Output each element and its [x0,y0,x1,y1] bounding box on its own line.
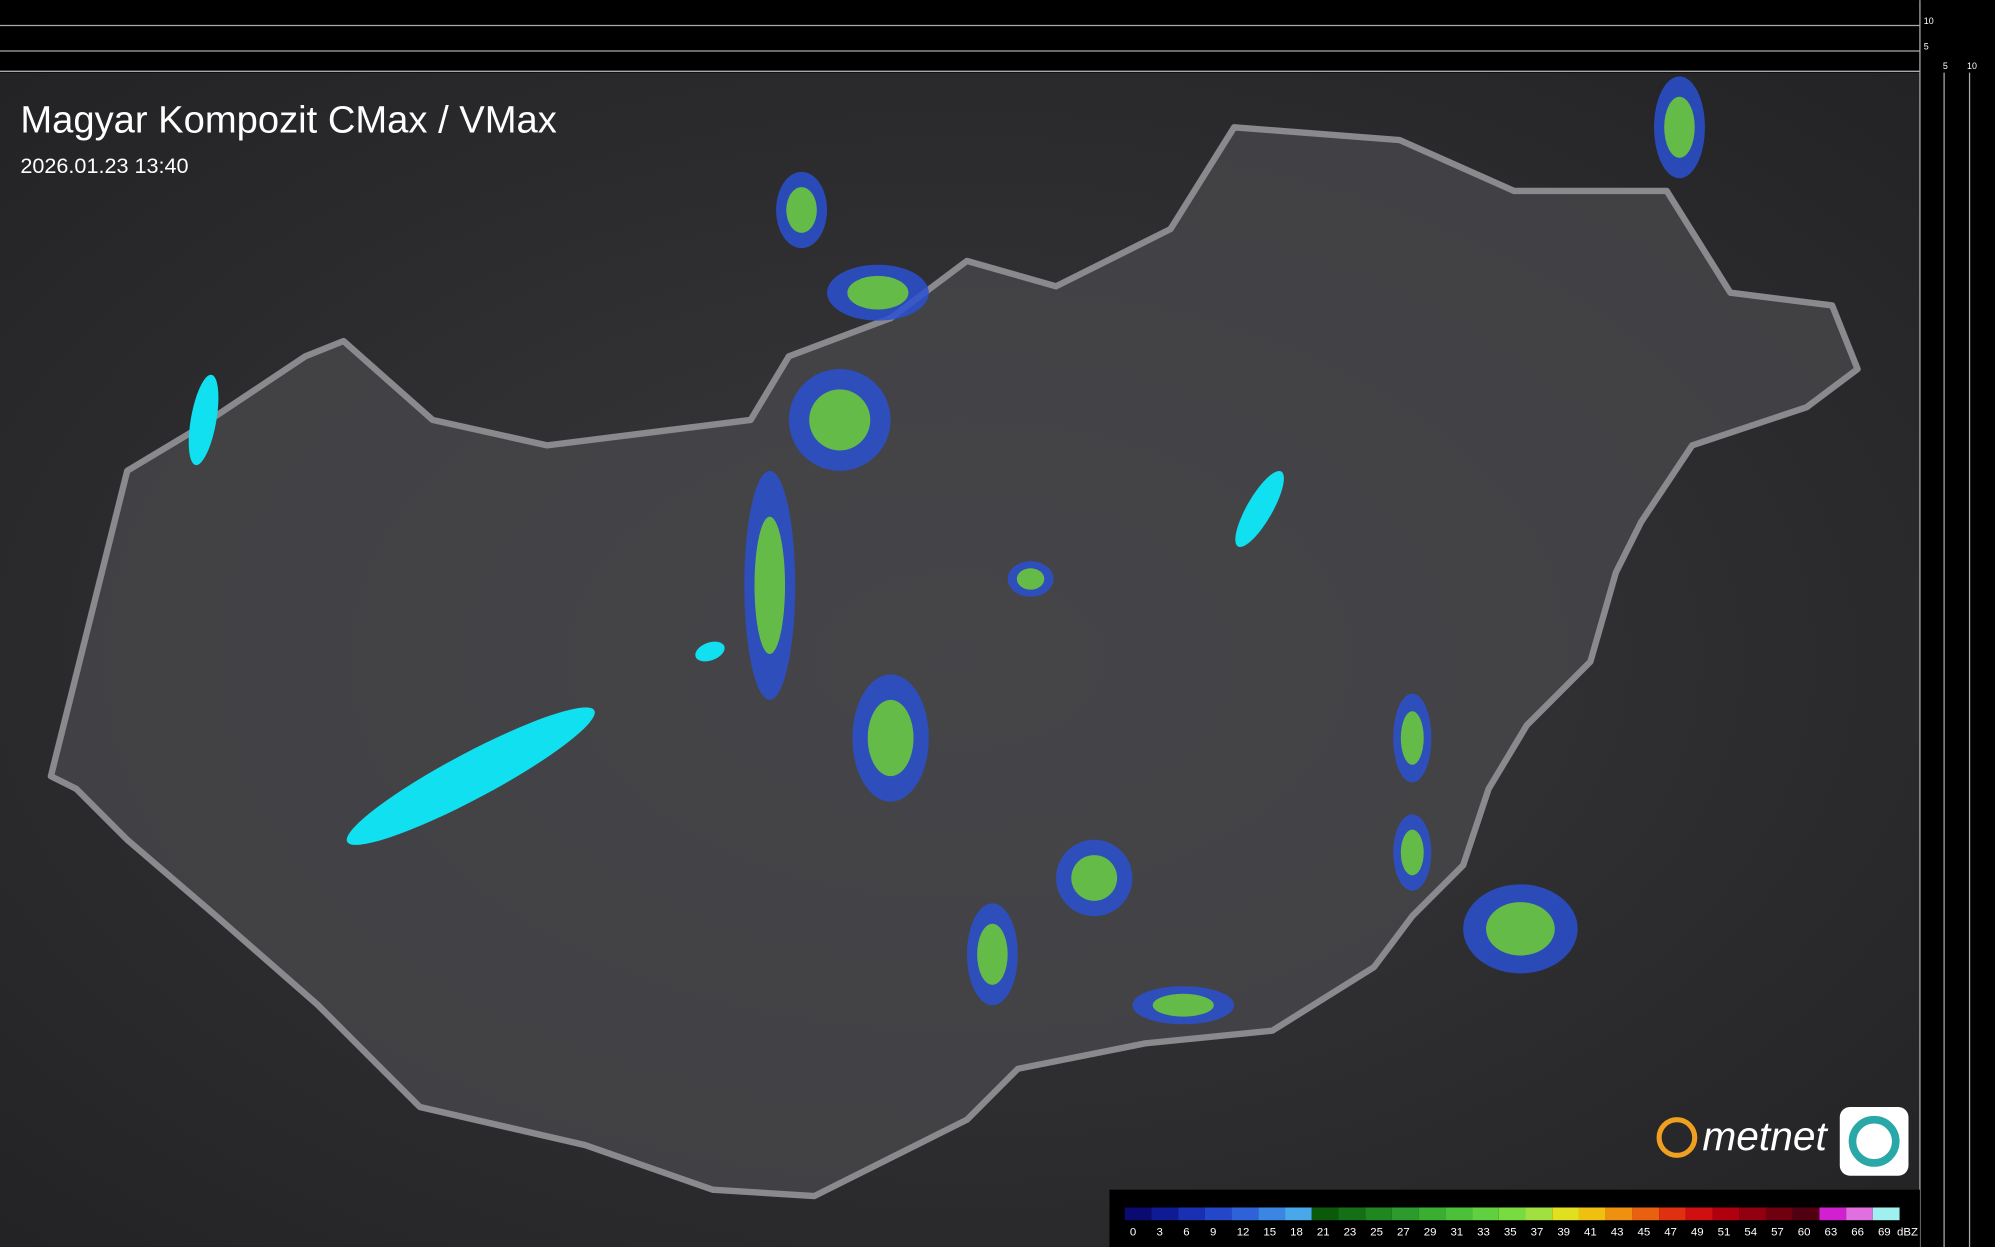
echo-moderate [1664,96,1695,158]
legend-swatch [1124,1207,1152,1221]
legend-swatch [1231,1207,1259,1221]
map-features [188,76,1705,1025]
echo-moderate [1400,829,1424,876]
legend-unit: dBZ [1897,1226,1918,1238]
legend-swatch [1872,1207,1900,1221]
echo-moderate [1071,855,1118,901]
axis-label: 10 [1924,16,1934,26]
legend-swatch [1285,1207,1312,1221]
legend-swatch [1659,1207,1686,1221]
lake [346,707,595,845]
echo-moderate [977,923,1008,985]
echo-moderate [1400,711,1424,765]
legend-label: 54 [1744,1226,1757,1238]
legend-label: 69 [1878,1226,1891,1238]
echo-moderate [1486,902,1555,956]
legend-label: 29 [1424,1226,1437,1238]
legend-label: 9 [1210,1226,1216,1238]
lake [695,641,725,662]
legend-swatch [1498,1207,1526,1221]
legend-swatch [1258,1207,1286,1221]
map-title: Magyar Kompozit CMax / VMax [20,98,556,141]
logo-text: metnet [1702,1113,1828,1159]
logo-swirl [1848,1115,1900,1167]
legend-swatch [1712,1207,1740,1221]
axis-label: 5 [1943,61,1948,71]
legend-label: 33 [1477,1226,1490,1238]
legend-swatch [1525,1207,1553,1221]
legend-swatch [1391,1207,1419,1221]
country-outline [47,124,1861,1200]
axis-label: 10 [1967,61,1977,71]
legend-swatch [1151,1207,1179,1221]
side-axis: 10 5 5 10 [1924,16,1977,71]
legend-swatch [1204,1207,1232,1221]
legend-swatch [1765,1207,1793,1221]
logo: metnet [1656,1106,1909,1176]
legend-label: 49 [1691,1226,1704,1238]
legend-swatch [1632,1207,1660,1221]
legend: 0 3 6 9 12 15 18 21 23 25 27 29 31 33 35 37 39 41 43 45 47 49… [1124,1207,1918,1238]
legend-swatch [1365,1207,1392,1221]
legend-swatch [1472,1207,1499,1221]
logo-sun [1656,1117,1698,1158]
legend-label: 51 [1718,1226,1731,1238]
legend-label: 0 [1130,1226,1136,1238]
axis-label: 5 [1924,42,1929,52]
legend-swatch [1338,1207,1366,1221]
legend-swatch [1578,1207,1606,1221]
echo-moderate [786,187,817,233]
legend-swatch [1178,1207,1205,1221]
legend-label: 27 [1397,1226,1410,1238]
legend-label: 31 [1450,1226,1463,1238]
legend-label: 15 [1263,1226,1276,1238]
legend-swatch [1846,1207,1873,1221]
legend-label: 21 [1317,1226,1330,1238]
legend-label: 39 [1557,1226,1570,1238]
legend-swatch [1445,1207,1473,1221]
echo-moderate [1152,993,1214,1017]
legend-swatch [1739,1207,1766,1221]
legend-label: 43 [1611,1226,1624,1238]
legend-swatch [1311,1207,1339,1221]
legend-label: 35 [1504,1226,1517,1238]
lake [188,374,219,466]
legend-label: 47 [1664,1226,1677,1238]
legend-swatch [1605,1207,1633,1221]
legend-label: 25 [1370,1226,1383,1238]
legend-label: 66 [1851,1226,1864,1238]
legend-label: 6 [1183,1226,1189,1238]
legend-label: 60 [1798,1226,1811,1238]
echo-moderate [847,275,909,310]
legend-label: 12 [1237,1226,1250,1238]
legend-label: 63 [1825,1226,1838,1238]
echo-moderate [754,516,786,655]
legend-label: 41 [1584,1226,1597,1238]
legend-swatch [1418,1207,1446,1221]
lake [1235,470,1284,547]
legend-label: 3 [1157,1226,1163,1238]
legend-label: 57 [1771,1226,1784,1238]
legend-swatch [1819,1207,1847,1221]
legend-swatch [1685,1207,1713,1221]
legend-label: 18 [1290,1226,1303,1238]
legend-swatch [1552,1207,1579,1221]
echo-moderate [1016,568,1045,590]
legend-label: 23 [1344,1226,1357,1238]
legend-swatch [1792,1207,1820,1221]
legend-label: 45 [1637,1226,1650,1238]
timestamp: 2026.01.23 13:40 [20,153,188,178]
echo-moderate [809,389,871,451]
legend-label: 37 [1531,1226,1544,1238]
echo-moderate [867,699,914,777]
